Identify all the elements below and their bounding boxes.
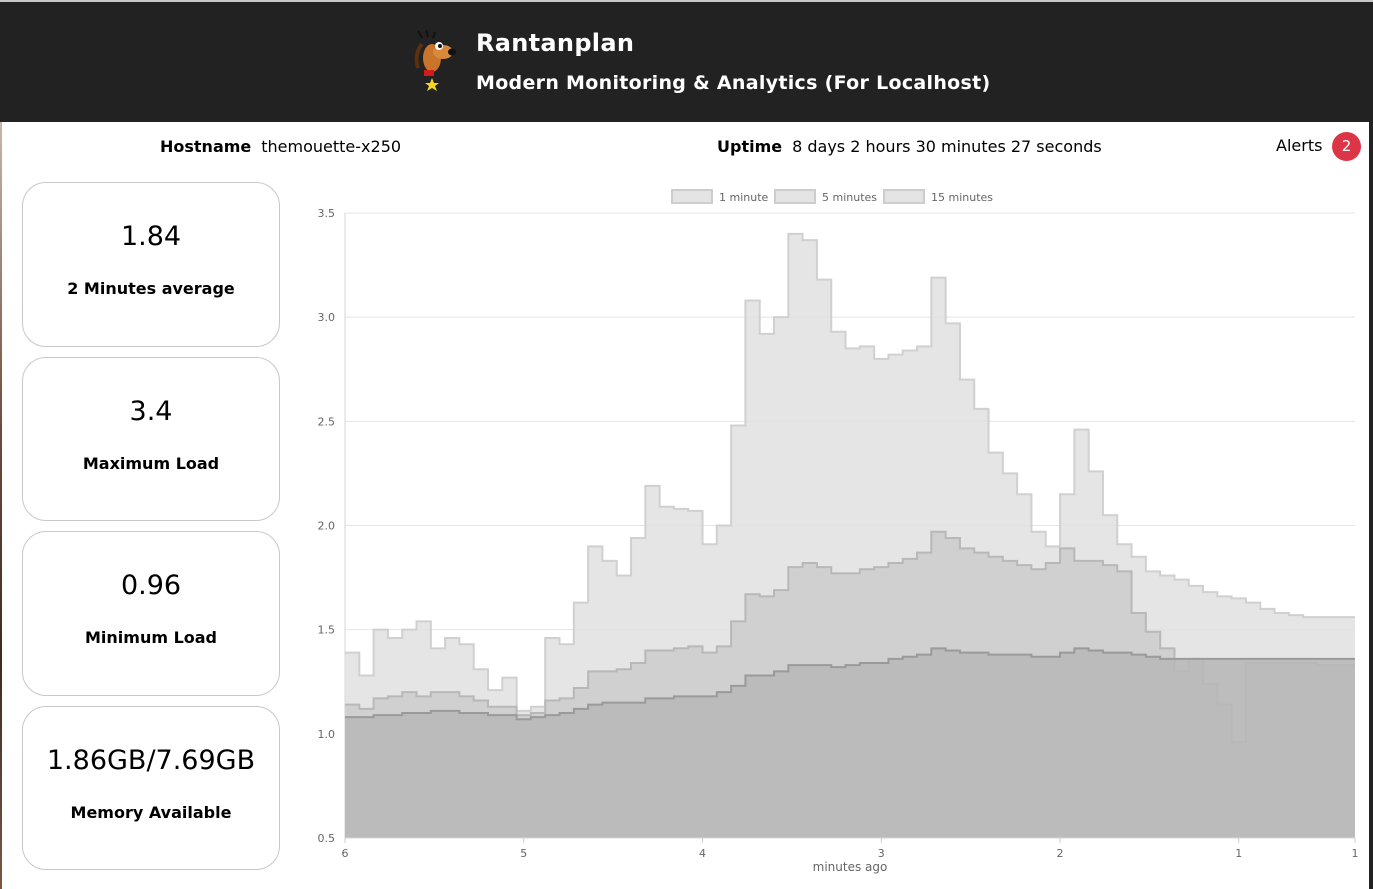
legend-swatch-3[interactable]	[883, 189, 925, 204]
load-average-chart: 3.5 3.0 2.5 2.0 1.5 1.0 0.5 6 5 4 3 2 1 1 minutes ago 1…	[300, 180, 1369, 880]
y-tick-label: 3.0	[318, 311, 336, 324]
x-tick-label: 2	[1057, 847, 1064, 860]
alerts-count-badge[interactable]: 2	[1332, 132, 1361, 161]
y-tick-label: 2.0	[318, 520, 336, 533]
x-axis-title: minutes ago	[813, 860, 888, 874]
y-tick-label: 3.5	[318, 207, 336, 220]
y-tick-label: 0.5	[318, 832, 336, 845]
y-tick-label: 1.5	[318, 624, 336, 637]
y-tick-label: 1.0	[318, 728, 336, 741]
stat-value: 3.4	[129, 396, 173, 427]
uptime-value: 8 days 2 hours 30 minutes 27 seconds	[792, 137, 1102, 156]
x-tick-label: 4	[699, 847, 706, 860]
stat-value: 0.96	[120, 570, 182, 601]
hostname-info: Hostname themouette-x250	[160, 137, 401, 156]
uptime-info: Uptime 8 days 2 hours 30 minutes 27 secon…	[717, 137, 1102, 156]
stat-value: 1.84	[120, 221, 182, 252]
y-tick-label: 2.5	[318, 415, 336, 428]
legend-swatch-1[interactable]	[671, 189, 713, 204]
stat-card-average: 1.84 2 Minutes average	[22, 182, 280, 347]
app-subtitle: Modern Monitoring & Analytics (For Local…	[476, 72, 991, 94]
stat-card-memory: 1.86GB/7.69GB Memory Available	[22, 706, 280, 870]
legend-label-3[interactable]: 15 minutes	[931, 191, 993, 204]
x-tick-label: 1	[1235, 847, 1242, 860]
uptime-label: Uptime	[717, 137, 783, 156]
series-line-2	[345, 530, 1355, 744]
stat-label: Minimum Load	[84, 628, 218, 647]
stat-value: 1.86GB/7.69GB	[46, 745, 256, 776]
window-edge-right	[1369, 122, 1373, 889]
legend-label-2[interactable]: 5 minutes	[822, 191, 877, 204]
window-edge-left	[0, 122, 2, 889]
stat-card-minimum: 0.96 Minimum Load	[22, 531, 280, 696]
stat-label: Memory Available	[70, 803, 232, 822]
top-header: Rantanplan Modern Monitoring & Analytics…	[0, 0, 1373, 122]
x-tick-label: 6	[342, 847, 349, 860]
dog-mascot-icon	[406, 29, 456, 96]
hostname-label: Hostname	[160, 137, 252, 156]
series-area-3	[345, 648, 1355, 838]
legend-swatch-2[interactable]	[774, 189, 816, 204]
x-tick-label: 5	[520, 847, 527, 860]
stat-label: Maximum Load	[82, 454, 220, 473]
load-chart-svg: 3.5 3.0 2.5 2.0 1.5 1.0 0.5 6 5 4 3 2 1 1 minutes ago 1…	[318, 189, 1359, 874]
series-line-3	[345, 647, 1355, 721]
legend-label-1[interactable]: 1 minute	[719, 191, 769, 204]
stat-card-maximum: 3.4 Maximum Load	[22, 357, 280, 521]
app-title: Rantanplan	[476, 29, 635, 57]
stat-label: 2 Minutes average	[67, 279, 235, 298]
alerts-link[interactable]: Alerts	[1276, 136, 1323, 155]
hostname-value: themouette-x250	[261, 137, 402, 156]
x-tick-label: 1	[1352, 847, 1359, 860]
x-tick-label: 3	[878, 847, 885, 860]
series-line-1	[345, 232, 1355, 712]
